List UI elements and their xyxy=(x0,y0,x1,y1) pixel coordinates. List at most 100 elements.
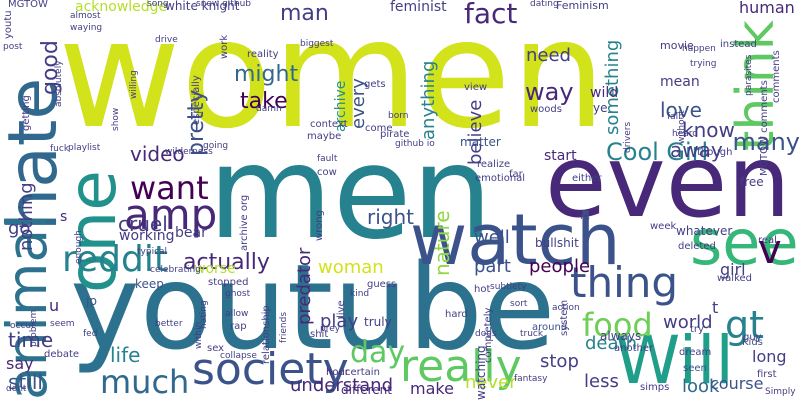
word-debate: debate xyxy=(44,349,80,360)
word-well: well xyxy=(474,227,510,248)
word-youtu: youtu xyxy=(3,10,14,39)
word-away: away xyxy=(670,138,723,162)
word-day: day xyxy=(350,335,406,370)
word-kind: kind xyxy=(350,289,370,299)
word-truly: truly xyxy=(364,315,392,329)
word-dogs: dogs xyxy=(475,329,497,339)
word-snew-github: snew github xyxy=(196,0,252,9)
word-cow: cow xyxy=(317,167,337,178)
word-world: world xyxy=(663,312,713,333)
word-gt: gt xyxy=(725,303,765,347)
word-come: come xyxy=(365,123,393,134)
word-friends: friends xyxy=(279,311,289,343)
word-around: around xyxy=(532,322,568,333)
word-whatever: whatever xyxy=(676,224,733,238)
word-collapse: collapse xyxy=(220,351,257,361)
word-start: start xyxy=(544,148,577,164)
word-matter: matter xyxy=(460,135,501,149)
word-wilderness: wilderness xyxy=(165,147,213,157)
word-subtlety: subtlety xyxy=(490,282,527,292)
word-way: way xyxy=(525,78,574,106)
word-real: real xyxy=(758,235,777,246)
word-playlist: playlist xyxy=(68,143,101,153)
word-bullshit: bullshit xyxy=(535,236,579,250)
word-truck: truck xyxy=(520,329,544,339)
word-simply: Simply xyxy=(765,387,796,397)
word-fall: fall xyxy=(667,112,681,122)
word-sex: sex xyxy=(207,343,225,354)
word-know: know xyxy=(682,118,735,142)
word-gets: gets xyxy=(364,79,386,90)
word-movie: movie xyxy=(660,39,694,52)
word-white-knight: white knight xyxy=(165,0,240,13)
word-feminist: feminist xyxy=(390,0,447,15)
word-seem: seem xyxy=(50,319,75,329)
word-heard: heard xyxy=(672,129,699,139)
word-typical: typical xyxy=(137,247,168,257)
word-absolutely: absolutely xyxy=(54,60,64,107)
word-parasites: parasites xyxy=(744,54,754,96)
word-many: many xyxy=(732,128,800,156)
word-pirate: pirate xyxy=(380,129,410,140)
word-archive-org: archive org xyxy=(239,194,250,251)
word-mean: mean xyxy=(660,74,700,90)
word-ye: ye xyxy=(593,101,608,115)
word-fantasy: fantasy xyxy=(514,374,548,384)
word-fuck: fuck xyxy=(50,144,70,154)
word-simps: simps xyxy=(640,382,670,393)
word-action: action xyxy=(552,303,580,313)
word-work: work xyxy=(219,34,230,59)
word-hour: hour xyxy=(326,367,349,378)
word-woods: woods xyxy=(530,104,562,115)
word-either: either xyxy=(572,173,602,184)
word-view: view xyxy=(464,82,488,93)
word-getting: getting xyxy=(21,95,32,131)
word-dating: dating xyxy=(530,0,559,9)
word-relationship: relationship xyxy=(261,305,272,364)
word-sort: sort xyxy=(510,299,528,309)
word-make: make xyxy=(410,379,454,398)
word-jp: jp xyxy=(86,294,97,308)
word-watch: watch xyxy=(410,199,621,281)
word-say: say xyxy=(6,354,34,373)
word-reality: reality xyxy=(247,49,279,60)
word-predator: predator xyxy=(294,247,315,325)
word-going: going xyxy=(203,141,229,151)
word-week: week xyxy=(650,221,677,232)
word-s: s xyxy=(60,209,68,225)
word-show: show xyxy=(111,107,121,131)
word-certain: certain xyxy=(345,367,380,378)
word-realize: realize xyxy=(477,159,511,170)
word-wrong: wrong xyxy=(314,210,325,241)
word-always: always xyxy=(600,329,642,343)
word-fault: fault xyxy=(317,154,338,164)
word-first: first xyxy=(757,369,777,380)
word-amp: amp xyxy=(124,190,218,239)
word-youtube: youtube xyxy=(70,238,556,376)
word-drive: drive xyxy=(155,35,178,45)
word-born: born xyxy=(388,111,409,121)
word-drivers: drivers xyxy=(623,121,633,153)
word-food: food xyxy=(582,306,653,344)
word-feminism: Feminism xyxy=(556,0,609,12)
word-especially: especially xyxy=(191,75,202,125)
word-see: see xyxy=(690,206,799,279)
word-man: man xyxy=(280,1,329,26)
word-even: even xyxy=(545,123,791,240)
word-cool-girl: Cool Girl xyxy=(606,138,709,166)
word-play: play xyxy=(320,311,359,332)
word-guy: guy xyxy=(743,332,762,343)
word-need: need xyxy=(526,45,571,66)
word-really: really xyxy=(400,341,522,392)
word-celebrating: celebrating xyxy=(150,265,201,275)
word-though: though xyxy=(697,147,733,158)
word-far: far xyxy=(509,169,523,180)
word-biggest: biggest xyxy=(300,39,334,49)
word-happen: happen xyxy=(682,44,716,54)
word-mgtow-comments: MGTOW comments xyxy=(759,80,770,176)
word-comments: comments xyxy=(771,50,782,103)
word-seen: seen xyxy=(683,363,707,374)
word-want: want xyxy=(130,169,209,207)
word-love: love xyxy=(660,98,702,122)
word-never: never xyxy=(465,372,517,393)
